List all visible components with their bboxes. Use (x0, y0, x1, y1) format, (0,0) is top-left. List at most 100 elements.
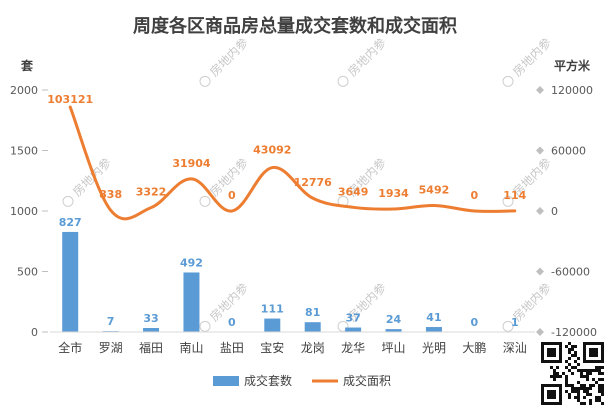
watermark: 房地内参 (337, 35, 389, 87)
qr-module (601, 345, 604, 348)
qr-module (556, 402, 559, 405)
qr-module (571, 387, 574, 390)
qr-module (574, 351, 577, 354)
qr-module (586, 393, 589, 396)
qr-module (589, 354, 592, 357)
left-tick-label: 1000 (10, 205, 38, 218)
qr-module (583, 360, 586, 363)
qr-module (550, 360, 553, 363)
qr-module (586, 342, 589, 345)
qr-module (550, 342, 553, 345)
category-label: 盐田 (220, 341, 244, 355)
qr-module (601, 360, 604, 363)
qr-module (550, 348, 553, 351)
qr-module (553, 390, 556, 393)
qr-module (541, 402, 544, 405)
qr-module (553, 372, 556, 375)
line-series (68, 105, 517, 221)
bar-series (50, 231, 535, 333)
qr-module (586, 387, 589, 390)
bar-data-label: 41 (426, 311, 441, 324)
category-label: 大鹏 (462, 341, 486, 355)
qr-module (553, 342, 556, 345)
qr-module (574, 345, 577, 348)
qr-module (601, 342, 604, 345)
qr-module (589, 387, 592, 390)
watermark-text: 房地内参 (509, 35, 554, 80)
qr-module (586, 375, 589, 378)
left-axis: 0 500 1000 1500 2000 (10, 84, 48, 339)
right-tick-label: 60000 (551, 145, 586, 158)
qr-module (601, 357, 604, 360)
qr-module (592, 369, 595, 372)
qr-module (595, 369, 598, 372)
qr-module (601, 393, 604, 396)
category-label: 龙华 (341, 341, 365, 355)
qr-module (577, 393, 580, 396)
qr-module (541, 393, 544, 396)
bar-data-label: 111 (261, 303, 284, 316)
qr-module (571, 348, 574, 351)
qr-module (595, 366, 598, 369)
qr-module (568, 351, 571, 354)
qr-module (583, 402, 586, 405)
left-tick-label: 1500 (10, 145, 38, 158)
qr-module (553, 348, 556, 351)
qr-module (583, 387, 586, 390)
qr-module (601, 366, 604, 369)
qr-module (595, 396, 598, 399)
qr-module (598, 366, 601, 369)
qr-module (574, 396, 577, 399)
qr-module (574, 387, 577, 390)
bar (62, 231, 79, 332)
line-data-label: 31904 (172, 157, 211, 170)
qr-module (577, 381, 580, 384)
category-label: 深汕 (503, 341, 527, 355)
bar-data-label: 1 (511, 316, 519, 329)
qr-module (568, 396, 571, 399)
right-axis-unit: 平方米 (554, 58, 591, 73)
qr-module (559, 390, 562, 393)
qr-module (553, 396, 556, 399)
right-tick-label: -60000 (551, 266, 590, 279)
qr-module (601, 354, 604, 357)
line-data-label: 0 (471, 189, 479, 202)
qr-module (568, 342, 571, 345)
qr-module (583, 348, 586, 351)
bar (425, 327, 442, 332)
qr-module (559, 351, 562, 354)
line-data-label: 1934 (378, 187, 409, 200)
qr-module (598, 342, 601, 345)
bar-data-label: 492 (180, 256, 203, 269)
legend-bar-label: 成交套数 (244, 373, 292, 388)
watermark-icon (199, 195, 211, 207)
qr-module (580, 375, 583, 378)
line-data-label: 3322 (136, 186, 167, 199)
qr-module (598, 372, 601, 375)
line-data-label: 12776 (294, 176, 333, 189)
left-tick-label: 0 (31, 326, 38, 339)
qr-module (547, 351, 550, 354)
right-tick-label: 120000 (551, 84, 593, 97)
bar-data-label: 37 (345, 312, 360, 325)
qr-module (571, 354, 574, 357)
qr-module (559, 357, 562, 360)
qr-module (592, 351, 595, 354)
qr-module (559, 345, 562, 348)
qr-module (556, 366, 559, 369)
watermark: 房地内参 (199, 280, 251, 332)
legend-line-label: 成交面积 (343, 373, 391, 388)
qr-module (571, 372, 574, 375)
qr-module (541, 354, 544, 357)
category-label: 罗湖 (99, 340, 123, 355)
qr-module (574, 360, 577, 363)
line-data-label: 0 (228, 189, 236, 202)
qr-module (550, 384, 553, 387)
watermark-icon (502, 195, 514, 207)
qr-module (568, 348, 571, 351)
qr-module (577, 387, 580, 390)
qr-module (589, 402, 592, 405)
qr-module (583, 342, 586, 345)
qr-module (601, 390, 604, 393)
